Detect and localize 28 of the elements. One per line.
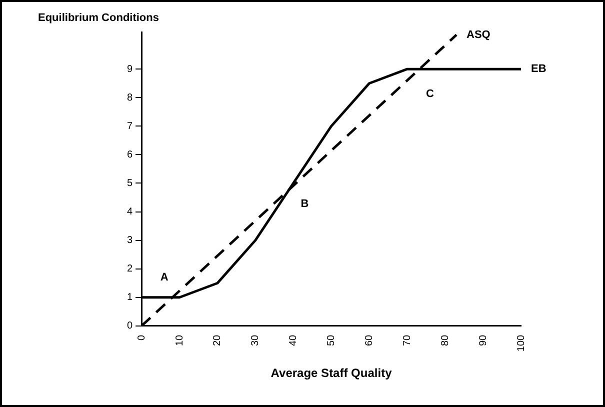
chart-title: Equilibrium Conditions bbox=[38, 12, 159, 24]
y-tick-label: 2 bbox=[127, 264, 133, 275]
y-tick-label: 0 bbox=[127, 320, 133, 332]
annotation: B bbox=[300, 198, 309, 210]
x-tick-label: 10 bbox=[174, 334, 186, 346]
x-tick-label: 50 bbox=[326, 334, 338, 346]
x-tick-label: 20 bbox=[212, 334, 224, 346]
x-tick-label: 90 bbox=[478, 334, 489, 346]
y-tick-label: 6 bbox=[127, 149, 133, 160]
annotation: A bbox=[160, 271, 168, 284]
x-tick-label: 60 bbox=[364, 334, 375, 346]
y-tick-label: 8 bbox=[127, 92, 133, 104]
y-tick-label: 3 bbox=[127, 235, 133, 246]
y-tick-label: 5 bbox=[127, 178, 133, 189]
x-tick-label: 100 bbox=[516, 334, 527, 352]
x-tick-label: 40 bbox=[288, 334, 300, 346]
x-axis-title: Average Staff Quality bbox=[270, 366, 392, 380]
y-tick-label: 4 bbox=[127, 206, 133, 218]
x-tick-label: 30 bbox=[250, 334, 262, 346]
y-tick-label: 1 bbox=[127, 292, 133, 304]
y-tick-label: 9 bbox=[127, 64, 133, 75]
x-tick-label: 70 bbox=[402, 334, 413, 346]
y-tick-label: 7 bbox=[127, 120, 133, 132]
series-label: EB bbox=[531, 63, 546, 76]
x-tick-label: 80 bbox=[440, 334, 451, 346]
x-tick-label: 0 bbox=[136, 334, 148, 340]
series-label: ASQ bbox=[466, 28, 491, 41]
annotation: C bbox=[426, 88, 434, 100]
